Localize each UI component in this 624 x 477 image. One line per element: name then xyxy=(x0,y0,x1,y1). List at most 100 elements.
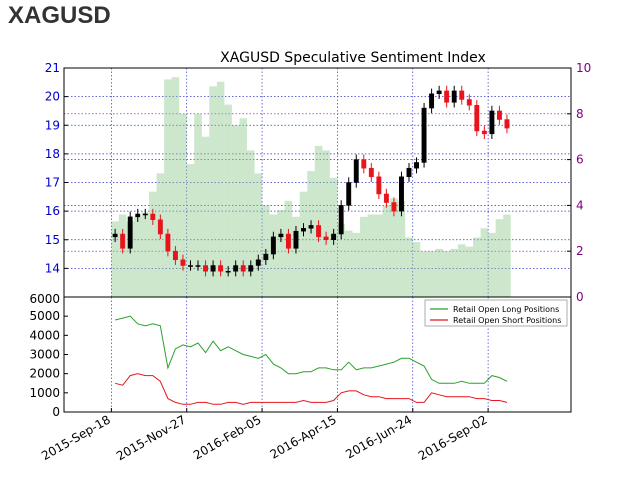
sentiment-bar xyxy=(111,221,119,297)
price-tick-label: 15 xyxy=(45,233,60,247)
candle-body xyxy=(466,99,472,106)
sentiment-tick-label: 2 xyxy=(576,244,584,258)
candle-body xyxy=(120,233,126,249)
sentiment-bar xyxy=(412,242,421,297)
sentiment-bar xyxy=(480,228,489,297)
candle-body xyxy=(353,159,359,183)
candle-body xyxy=(504,119,510,129)
legend-long-label: Retail Open Long Positions xyxy=(453,305,559,314)
sentiment-bar xyxy=(194,113,202,297)
sentiment-bar xyxy=(186,164,195,297)
candle-body xyxy=(285,233,291,249)
position-lines xyxy=(114,315,508,405)
sentiment-bar xyxy=(382,205,391,297)
positions-tick-label: 1000 xyxy=(29,386,60,400)
candle-body xyxy=(496,110,502,120)
long-positions-line xyxy=(114,315,508,384)
legend-short-label: Retail Open Short Positions xyxy=(453,316,561,325)
sentiment-bar xyxy=(390,198,398,297)
price-tick-label: 20 xyxy=(45,90,60,104)
positions-grid xyxy=(111,297,489,412)
sentiment-bar xyxy=(141,212,150,297)
sentiment-tick-label: 8 xyxy=(576,107,584,121)
sentiment-bar xyxy=(292,216,300,297)
page-title: XAGUSD xyxy=(8,2,111,29)
candle-body xyxy=(489,110,495,135)
candle-body xyxy=(391,202,397,212)
sentiment-bars xyxy=(111,77,511,298)
candle-body xyxy=(233,265,239,272)
candle-body xyxy=(225,270,231,273)
sentiment-bar xyxy=(149,191,157,297)
sentiment-bar xyxy=(375,214,383,297)
price-tick-label: 16 xyxy=(45,204,60,218)
candle-body xyxy=(316,225,322,238)
sentiment-bar xyxy=(427,251,436,297)
price-candles xyxy=(112,85,510,277)
positions-tick-label: 0 xyxy=(52,405,60,419)
sentiment-bar xyxy=(397,200,406,297)
sentiment-bar xyxy=(126,221,134,297)
date-tick-label: 2016-Jun-24 xyxy=(343,412,414,461)
candle-body xyxy=(368,167,374,178)
candle-body xyxy=(127,216,133,249)
candle-body xyxy=(278,233,284,238)
date-tick-label: 2016-Sep-02 xyxy=(416,412,490,463)
sentiment-tick-label: 0 xyxy=(576,290,584,304)
price-tick-label: 19 xyxy=(45,118,60,132)
candle-body xyxy=(255,259,261,266)
sentiment-bar xyxy=(322,150,330,297)
price-tick-label: 18 xyxy=(45,147,60,161)
date-axis: 2015-Sep-18 2015-Nov-27 2016-Feb-05 2016-Ap… xyxy=(39,408,490,463)
positions-tick-label: 2000 xyxy=(29,367,60,381)
sentiment-bar xyxy=(473,237,481,297)
candle-body xyxy=(218,265,224,272)
sentiment-bar xyxy=(352,232,361,297)
sentiment-bar xyxy=(503,214,511,297)
sentiment-bar xyxy=(420,251,428,297)
sentiment-axis: 0 2 4 6 8 10 xyxy=(567,61,591,304)
sentiment-bar xyxy=(442,251,451,297)
candle-body xyxy=(301,228,306,232)
candle-body xyxy=(376,176,382,195)
sentiment-bar xyxy=(435,248,443,297)
candle-body xyxy=(451,90,457,103)
sentiment-bar xyxy=(405,237,413,297)
legend-box xyxy=(424,299,568,327)
candle-body xyxy=(331,233,337,240)
candle-body xyxy=(142,213,148,216)
sentiment-bar xyxy=(231,125,240,297)
sentiment-bar xyxy=(465,246,474,297)
candle-body xyxy=(481,130,487,135)
sentiment-bar xyxy=(164,79,172,297)
price-tick-label: 17 xyxy=(45,176,60,190)
candle-body xyxy=(308,225,314,229)
candle-body xyxy=(248,265,254,272)
candle-body xyxy=(157,219,163,235)
sentiment-tick-label: 4 xyxy=(576,198,584,212)
sentiment-bar xyxy=(133,216,142,297)
date-tick-label: 2015-Sep-18 xyxy=(39,412,113,463)
sentiment-tick-label: 6 xyxy=(576,153,584,167)
candle-body xyxy=(383,193,389,203)
sentiment-bar xyxy=(488,232,496,297)
sentiment-bar xyxy=(246,150,255,297)
sentiment-bar xyxy=(118,214,127,297)
candle-body xyxy=(135,213,141,218)
sentiment-bar xyxy=(307,171,315,297)
candle-body xyxy=(293,230,299,249)
sentiment-bar xyxy=(179,113,187,297)
candle-body xyxy=(210,265,216,272)
candle-body xyxy=(459,90,465,100)
date-tick-label: 2016-Apr-15 xyxy=(268,412,339,461)
price-grid xyxy=(64,68,571,297)
candle-body xyxy=(414,162,419,169)
positions-tick-label: 3000 xyxy=(29,348,60,362)
candle-body xyxy=(406,167,412,178)
candle-body xyxy=(399,176,404,212)
chart-title: XAGUSD Speculative Sentiment Index xyxy=(220,50,486,66)
positions-axis: 0 1000 2000 3000 4000 5000 6000 xyxy=(29,292,68,419)
candle-body xyxy=(346,182,352,206)
candle-body xyxy=(150,213,156,220)
